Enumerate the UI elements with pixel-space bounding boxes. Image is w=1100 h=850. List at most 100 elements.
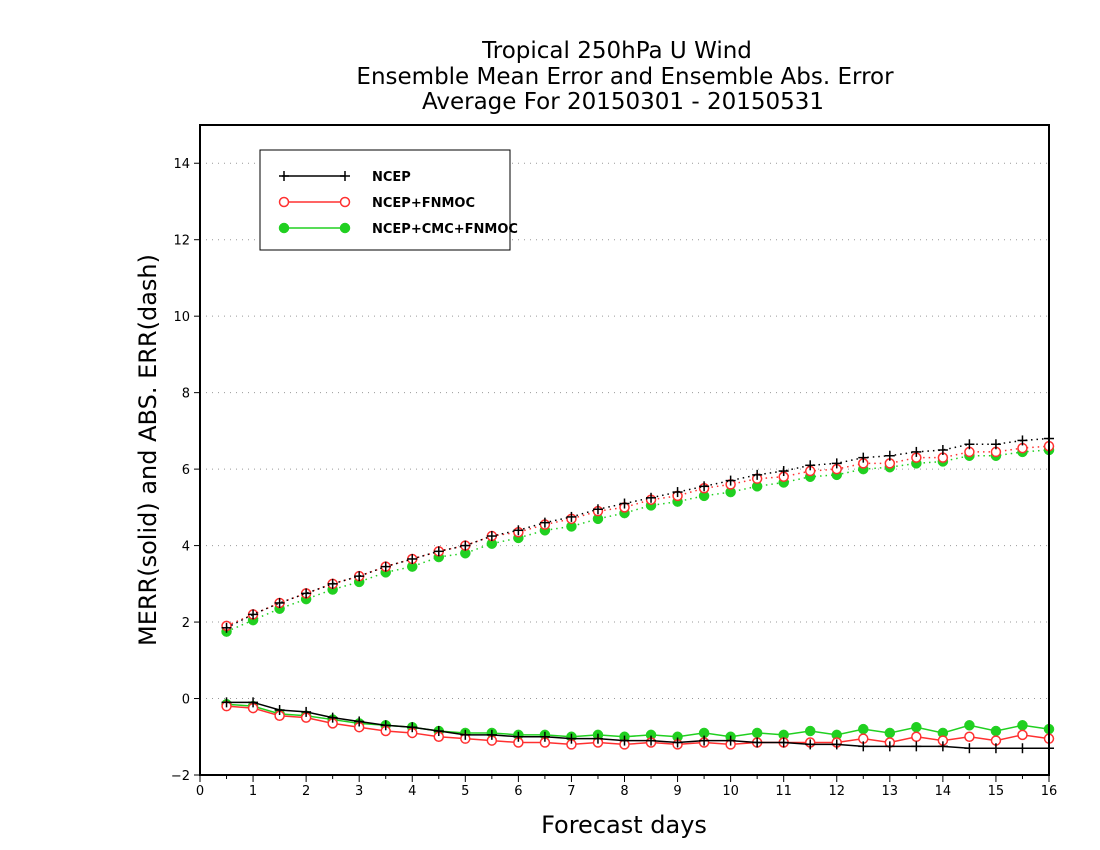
mean-err-point <box>1017 729 1028 741</box>
x-tick-label: 1 <box>249 784 257 799</box>
mean-err-point <box>752 737 763 748</box>
abs-err-point <box>354 571 365 582</box>
legend-items: NCEP NCEP+FNMOC NCEP+CMC+FNMOC <box>278 170 518 237</box>
mean-err-point <box>911 731 922 743</box>
mean-err-point <box>380 720 391 731</box>
abs-err-point <box>301 588 312 599</box>
mean-err-point <box>274 705 285 715</box>
series-ncep-cmc-fnmoc <box>221 444 1055 743</box>
chart-title: Tropical 250hPa U Wind Ensemble Mean Err… <box>356 38 894 115</box>
abs-err-point <box>619 498 630 509</box>
x-tick-label: 11 <box>775 784 792 799</box>
title-line-3: Average For 20150301 - 20150531 <box>422 89 824 115</box>
mean-err-point <box>1017 720 1028 731</box>
mean-err-point <box>592 733 603 744</box>
mean-err-point <box>858 723 869 735</box>
legend-marker <box>278 196 290 208</box>
mean-err-point <box>539 731 550 742</box>
mean-err-point <box>672 737 683 748</box>
legend-item: NCEP+FNMOC <box>278 196 475 211</box>
legend-marker <box>340 171 350 181</box>
x-tick-label: 2 <box>302 784 310 799</box>
y-tick-label: 0 <box>182 693 190 708</box>
abs-err-point <box>460 540 471 551</box>
legend-box <box>259 149 511 251</box>
mean-err-point <box>805 739 816 750</box>
mean-err-point <box>301 706 312 717</box>
x-axis-label: Forecast days <box>541 811 707 839</box>
mean-err-point <box>566 733 577 744</box>
abs-err-point <box>884 450 895 461</box>
legend-marker <box>279 171 289 181</box>
title-line-1: Tropical 250hPa U Wind <box>481 38 752 64</box>
mean-err-point <box>248 697 259 708</box>
abs-err-line <box>226 445 1050 627</box>
legend-item: NCEP+CMC+FNMOC <box>278 222 518 237</box>
mean-err-point <box>486 729 497 740</box>
abs-err-point <box>778 466 789 477</box>
abs-err-point <box>274 597 285 608</box>
mean-err-point <box>884 727 896 739</box>
y-axis-label: MERR(solid) and ABS. ERR(dash) <box>134 254 162 646</box>
abs-err-point <box>858 452 869 463</box>
mean-err-point <box>327 712 338 723</box>
series-ncep-fnmoc <box>221 440 1055 750</box>
series-group <box>221 433 1055 754</box>
mean-err-point <box>884 741 895 752</box>
abs-err-point <box>407 553 418 564</box>
abs-err-point <box>964 439 975 450</box>
legend: NCEP NCEP+FNMOC NCEP+CMC+FNMOC <box>259 149 518 251</box>
legend-marker <box>278 222 290 234</box>
abs-err-point <box>831 458 842 469</box>
mean-err-point <box>937 741 948 752</box>
x-tick-label: 0 <box>196 784 204 799</box>
mean-err-point <box>1017 743 1028 754</box>
mean-err-point <box>460 729 471 740</box>
abs-err-point <box>911 446 922 457</box>
mean-err-point <box>964 743 975 754</box>
legend-label: NCEP+CMC+FNMOC <box>372 222 518 237</box>
x-tick-label: 10 <box>722 784 739 799</box>
abs-err-point <box>513 525 524 536</box>
x-tick-label: 7 <box>567 784 575 799</box>
x-tick-label: 5 <box>461 784 469 799</box>
mean-err-point <box>911 741 922 752</box>
abs-err-point <box>380 561 391 572</box>
mean-err-point <box>990 743 1001 754</box>
mean-err-point <box>964 720 975 731</box>
abs-err-point <box>566 511 577 522</box>
legend-label: NCEP <box>372 170 411 185</box>
abs-err-point <box>646 492 657 503</box>
x-tick-label: 15 <box>988 784 1005 799</box>
x-tick-label: 9 <box>673 784 681 799</box>
y-tick-label: 10 <box>173 310 190 325</box>
mean-err-point <box>778 737 789 748</box>
series-ncep <box>221 433 1054 754</box>
abs-err-point <box>672 487 683 498</box>
y-tick-label: −2 <box>171 769 190 784</box>
mean-err-point <box>513 731 524 742</box>
abs-err-point <box>699 481 710 492</box>
mean-err-line <box>226 705 1050 746</box>
legend-item: NCEP <box>279 170 411 185</box>
abs-err-point <box>1017 435 1028 446</box>
legend-marker <box>339 222 351 234</box>
mean-err-point <box>804 725 816 737</box>
x-tick-label: 8 <box>620 784 628 799</box>
abs-err-point <box>805 460 816 471</box>
mean-err-point <box>619 735 630 746</box>
mean-err-point <box>990 725 1002 737</box>
abs-err-point <box>539 517 550 528</box>
mean-err-point <box>911 721 922 733</box>
mean-err-point <box>407 722 418 733</box>
title-line-2: Ensemble Mean Error and Ensemble Abs. Er… <box>356 64 894 90</box>
mean-err-point <box>646 735 657 746</box>
y-tick-label: 6 <box>182 463 190 478</box>
abs-err-point <box>990 439 1001 450</box>
legend-marker <box>339 196 351 208</box>
mean-err-point <box>725 735 736 746</box>
abs-err-line <box>226 437 1050 629</box>
abs-err-point <box>486 531 497 542</box>
